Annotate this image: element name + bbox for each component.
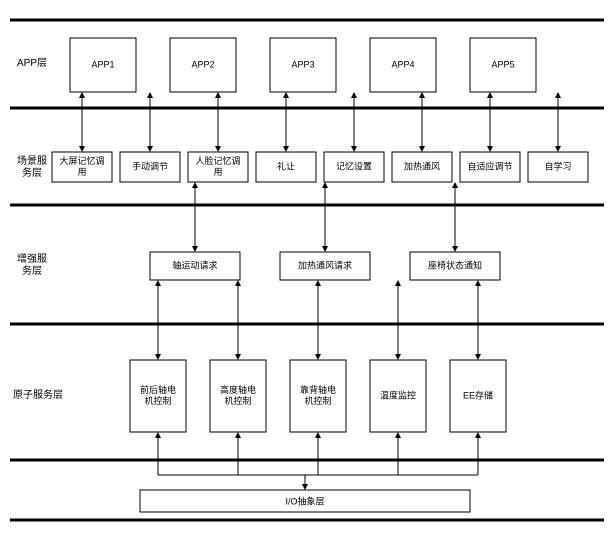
io-drop-head: [302, 484, 308, 490]
layer-label-enhance: 增强服务层: [17, 252, 47, 277]
conn-atomic-io-0-head: [155, 432, 161, 438]
conn-app-scene-7-head-up: [555, 92, 561, 98]
conn-enhance-atomic-3-head-up: [395, 280, 401, 286]
app-label-app4: APP4: [391, 59, 414, 69]
atomic-label-a3: 靠背轴电: [300, 384, 336, 395]
conn-scene-enhance-1-head-down: [322, 246, 328, 252]
conn-scene-enhance-1-head-up: [322, 182, 328, 188]
scene-label-s5: 记忆设置: [336, 160, 372, 171]
scene-label-s3: 人脸记忆调: [195, 155, 240, 166]
conn-app-scene-5-head-up: [419, 92, 425, 98]
conn-app-scene-2-head-down: [215, 146, 221, 152]
conn-app-scene-3-head-down: [283, 146, 289, 152]
scene-label-s6: 加热通风: [404, 160, 440, 171]
conn-scene-enhance-2-head-up: [452, 182, 458, 188]
conn-enhance-atomic-4-head-down: [475, 354, 481, 360]
conn-enhance-atomic-4-head-up: [475, 280, 481, 286]
app-label-app1: APP1: [91, 59, 114, 69]
atomic-label-a4: 温度监控: [380, 389, 416, 400]
layer-label-app: APP层: [17, 57, 47, 69]
conn-atomic-io-4-head: [475, 432, 481, 438]
conn-app-scene-0-head-down: [79, 146, 85, 152]
atomic-label-a1: 前后轴电: [140, 384, 176, 395]
conn-app-scene-2-head-up: [215, 92, 221, 98]
conn-app-scene-6-head-up: [487, 92, 493, 98]
atomic-label-a1: 机控制: [144, 395, 171, 406]
conn-app-scene-0-head-up: [79, 92, 85, 98]
conn-app-scene-4-head-up: [351, 92, 357, 98]
enhance-label-e2: 加热通风请求: [298, 259, 352, 270]
conn-enhance-atomic-1-head-up: [235, 280, 241, 286]
scene-label-s7: 自适应调节: [467, 160, 512, 171]
app-label-app2: APP2: [191, 59, 214, 69]
io-label: I/O抽象层: [285, 495, 324, 506]
conn-scene-enhance-0-head-up: [192, 182, 198, 188]
conn-atomic-io-3-head: [395, 432, 401, 438]
atomic-label-a2: 高度轴电: [220, 384, 256, 395]
scene-label-s3: 用: [213, 167, 222, 177]
conn-app-scene-4-head-down: [351, 146, 357, 152]
conn-enhance-atomic-2-head-up: [315, 280, 321, 286]
conn-enhance-atomic-0-head-up: [155, 280, 161, 286]
scene-label-s8: 自学习: [544, 160, 571, 171]
scene-label-s1: 用: [77, 167, 86, 177]
conn-scene-enhance-0-head-down: [192, 246, 198, 252]
conn-app-scene-3-head-up: [283, 92, 289, 98]
app-label-app5: APP5: [491, 59, 514, 69]
scene-label-s2: 手动调节: [132, 160, 168, 171]
conn-atomic-io-2-head: [315, 432, 321, 438]
atomic-label-a5: EE存储: [463, 389, 493, 400]
enhance-label-e3: 座椅状态通知: [428, 259, 482, 270]
scene-label-s1: 大屏记忆调: [59, 155, 104, 166]
conn-enhance-atomic-0-head-down: [155, 354, 161, 360]
scene-label-s4: 礼让: [277, 160, 295, 171]
atomic-label-a3: 机控制: [304, 395, 331, 406]
layer-label-scene: 场景服务层: [17, 154, 47, 179]
conn-app-scene-7-head-down: [555, 146, 561, 152]
app-label-app3: APP3: [291, 59, 314, 69]
conn-enhance-atomic-2-head-down: [315, 354, 321, 360]
conn-app-scene-1-head-down: [147, 146, 153, 152]
layer-label-atomic: 原子服务层: [13, 388, 63, 401]
atomic-label-a2: 机控制: [224, 395, 251, 406]
conn-scene-enhance-2-head-down: [452, 246, 458, 252]
architecture-diagram: APP层场景服务层增强服务层原子服务层 APP1 APP2 APP3 APP4 APP5 大…: [0, 0, 614, 535]
conn-enhance-atomic-1-head-down: [235, 354, 241, 360]
conn-enhance-atomic-3-head-down: [395, 354, 401, 360]
conn-app-scene-1-head-up: [147, 92, 153, 98]
conn-app-scene-5-head-down: [419, 146, 425, 152]
conn-app-scene-6-head-down: [487, 146, 493, 152]
conn-atomic-io-1-head: [235, 432, 241, 438]
enhance-label-e1: 轴运动请求: [172, 259, 217, 270]
